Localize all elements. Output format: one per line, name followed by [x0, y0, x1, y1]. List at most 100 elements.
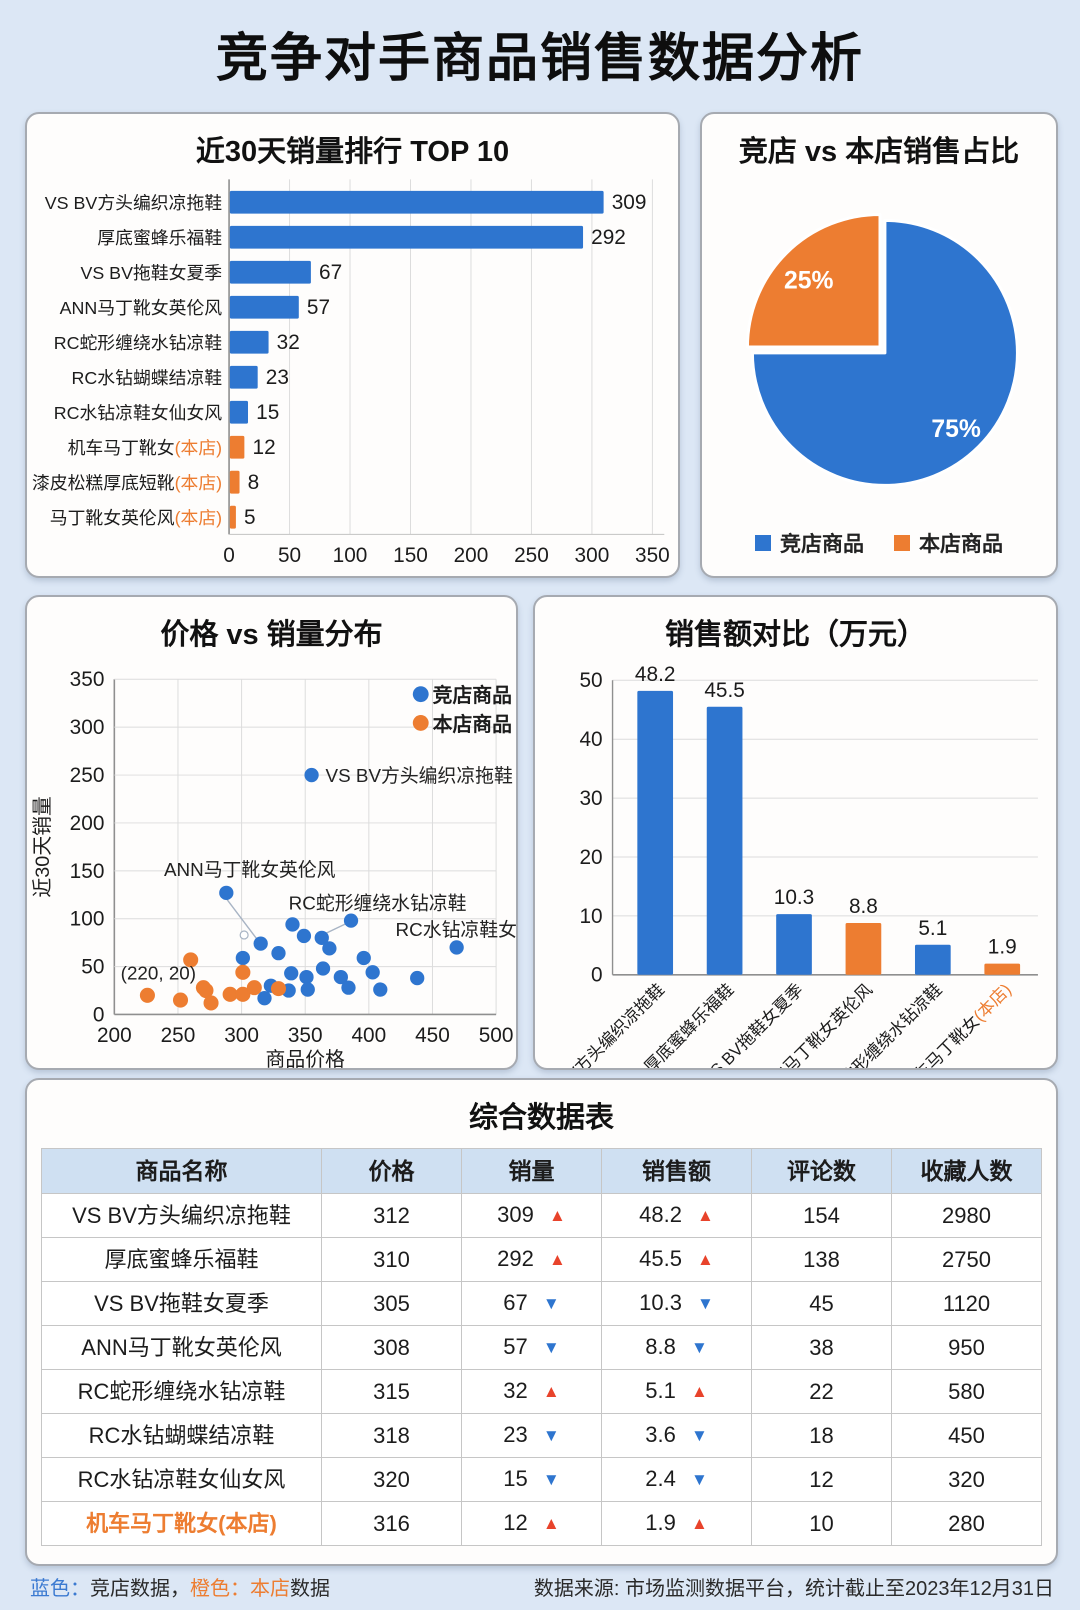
table-header-cell: 价格 — [321, 1148, 462, 1194]
bar-value-label: 5 — [244, 506, 256, 529]
revenue-cell: 5.1 ▲ — [601, 1369, 752, 1414]
scatter-point — [315, 961, 331, 976]
trend-up-icon: ▲ — [690, 1514, 708, 1533]
trend-down-icon: ▼ — [542, 1470, 560, 1489]
scatter-point — [172, 992, 189, 1008]
scatter-point — [304, 767, 319, 783]
panel-price-scatter: 价格 vs 销量分布 200 250 300 350 400 450 500 0 50 100 15… — [25, 595, 518, 1070]
share-pie-chart: 75% 25% — [746, 212, 1019, 487]
scatter-point — [410, 970, 425, 986]
x-axis-tick-label: 350 — [288, 1024, 323, 1047]
trend-down-icon: ▼ — [542, 1338, 560, 1357]
scatter-point — [356, 950, 371, 966]
legend-label-competitor: 竞店商品 — [780, 533, 864, 556]
legend-item-competitor: 竞店商品 — [755, 528, 864, 558]
table-row: RC蛇形缠绕水钻凉鞋 315 32 ▲ 5.1 ▲ 22 580 — [41, 1369, 1042, 1414]
x-axis-tick-label: 350 — [635, 544, 670, 567]
scatter-point — [333, 969, 348, 985]
scatter-point — [296, 928, 312, 944]
favorites-cell: 2980 — [891, 1193, 1042, 1238]
x-axis-tick-label: 250 — [161, 1024, 196, 1047]
category-label: 马丁靴女英伦风(本店) — [50, 508, 222, 528]
table-header-cell: 收藏人数 — [891, 1148, 1042, 1194]
product-name-cell: VS BV拖鞋女夏季 — [41, 1281, 322, 1326]
price-cell: 305 — [321, 1281, 462, 1326]
bar — [229, 225, 584, 249]
trend-up-icon: ▲ — [549, 1250, 566, 1269]
revenue-cell: 3.6 ▼ — [601, 1413, 752, 1458]
competitor-swatch — [755, 535, 771, 551]
bar — [229, 505, 236, 529]
top10-chart-title: 近30天销量排行 TOP 10 — [195, 136, 510, 168]
trend-up-icon: ▲ — [697, 1250, 714, 1269]
own-swatch — [894, 535, 910, 551]
table-header-cell: 商品名称 — [41, 1148, 322, 1194]
bar-value-label: 8 — [248, 471, 260, 494]
category-label: 漆皮松糕厚底短靴(本店) — [32, 473, 222, 493]
trend-down-icon: ▼ — [690, 1470, 708, 1489]
sales-cell: 32 ▲ — [461, 1369, 602, 1414]
scatter-point — [270, 981, 287, 997]
favorites-cell: 320 — [891, 1457, 1042, 1502]
sales-cell: 292 ▲ — [461, 1237, 602, 1282]
reviews-cell: 38 — [751, 1325, 892, 1370]
scatter-point — [235, 950, 250, 966]
price-cell: 310 — [321, 1237, 462, 1282]
product-name-cell: 机车马丁靴女(本店) — [41, 1501, 322, 1546]
revenue-cell: 10.3 ▼ — [601, 1281, 752, 1326]
footer: 蓝色：竞店数据，橙色：本店数据 数据来源: 市场监测数据平台，统计截止至2023… — [30, 1572, 1054, 1601]
scatter-point — [373, 982, 388, 997]
scatter-point — [235, 986, 251, 1002]
table-row: ANN马丁靴女英伦风 308 57 ▼ 8.8 ▼ 38 950 — [41, 1325, 1042, 1370]
y-axis-tick-label: 100 — [70, 908, 105, 931]
x-axis-tick-label: 200 — [454, 544, 489, 567]
y-axis-tick-label: 350 — [70, 668, 105, 691]
favorites-cell: 280 — [891, 1501, 1042, 1546]
legend-label-own: 本店商品 — [433, 713, 512, 736]
annotation-label: ANN马丁靴女英伦风 — [164, 859, 336, 880]
sales-cell: 309 ▲ — [461, 1193, 602, 1238]
scatter-point — [235, 964, 251, 980]
scatter-point — [139, 987, 155, 1003]
category-label: VS BV方头编织凉拖鞋 — [45, 193, 222, 213]
summary-table-wrap: 商品名称 价格 销量 销售额 评论数 收藏人数 VS BV方头编织凉拖鞋 312 309 ▲ 4… — [41, 1148, 1042, 1546]
bar — [706, 706, 743, 975]
table-header-cell: 评论数 — [751, 1148, 892, 1194]
bar — [229, 330, 269, 354]
scatter-point — [365, 965, 380, 980]
price-sales-scatter-chart: 200 250 300 350 400 450 500 0 50 100 150 200 250 300 3… — [32, 668, 516, 1068]
pie-slice-competitor — [750, 218, 1019, 487]
x-axis-tick-label: 0 — [223, 544, 235, 567]
reviews-cell: 45 — [751, 1281, 892, 1326]
table-row: 机车马丁靴女(本店) 316 12 ▲ 1.9 ▲ 10 280 — [41, 1501, 1042, 1546]
footer-orange-label: 橙色：本店 — [190, 1578, 290, 1600]
x-axis-title: 商品价格 — [266, 1049, 345, 1068]
favorites-cell: 580 — [891, 1369, 1042, 1414]
scatter-point — [246, 980, 262, 996]
category-label: 机车马丁靴女(本店) — [898, 980, 1015, 1068]
bar-value-label: 5.1 — [918, 917, 947, 940]
bar — [229, 190, 604, 214]
favorites-cell: 1120 — [891, 1281, 1042, 1326]
scatter-point — [314, 930, 329, 945]
bar-value-label: 48.2 — [635, 663, 676, 686]
revenue-cell: 2.4 ▼ — [601, 1457, 752, 1502]
scatter-point — [284, 966, 299, 981]
scatter-point — [343, 913, 359, 928]
scatter-point — [203, 995, 219, 1011]
scatter-point — [300, 982, 315, 997]
leader-line — [225, 898, 259, 942]
pie-chart-title: 竞店 vs 本店销售占比 — [738, 136, 1020, 168]
trend-down-icon: ▼ — [542, 1294, 560, 1313]
sales-cell: 67 ▼ — [461, 1281, 602, 1326]
legend-label-own: 本店商品 — [919, 533, 1003, 556]
bar-value-label: 67 — [319, 261, 342, 284]
reviews-cell: 22 — [751, 1369, 892, 1414]
price-cell: 318 — [321, 1413, 462, 1458]
pie-percent-label: 75% — [931, 416, 980, 443]
trend-up-icon: ▲ — [549, 1206, 566, 1225]
product-name-cell: RC水钻凉鞋女仙女风 — [41, 1457, 322, 1502]
scatter-chart-title: 价格 vs 销量分布 — [160, 619, 383, 651]
x-axis-tick-label: 450 — [415, 1024, 450, 1047]
